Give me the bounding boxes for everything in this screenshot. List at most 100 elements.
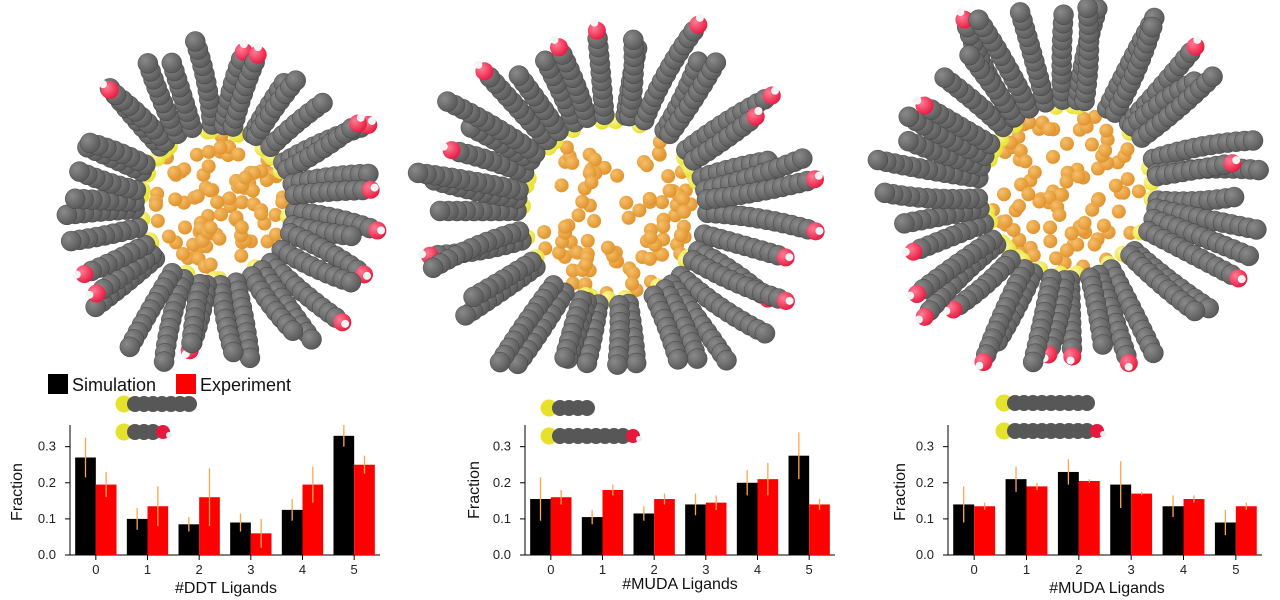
simulation-bar-1 <box>581 517 603 555</box>
x-axis-label: #DDT Ligands <box>175 580 277 597</box>
x-tick-label: 2 <box>651 562 658 577</box>
ligand-inset <box>540 399 642 445</box>
experiment-bar-4 <box>1183 499 1205 555</box>
x-tick-label: 4 <box>754 562 761 577</box>
simulation-bar-0 <box>75 457 96 555</box>
experiment-bar-1 <box>147 506 169 555</box>
x-tick-label: 4 <box>299 562 306 577</box>
carbon-atom <box>579 400 595 416</box>
experiment-bar-3 <box>1131 493 1153 555</box>
simulation-bar-5 <box>333 435 355 555</box>
y-tick-label: 0.2 <box>38 475 56 490</box>
experiment-bar-3 <box>705 502 727 555</box>
carbon-atom <box>181 396 197 412</box>
simulation-bar-1 <box>126 518 148 555</box>
x-tick-label: 3 <box>702 562 709 577</box>
x-tick-label: 5 <box>806 562 813 577</box>
ligand-inset <box>995 394 1106 440</box>
y-tick-label: 0.1 <box>493 511 511 526</box>
simulation-bar-5 <box>1214 522 1236 555</box>
y-tick-label: 0.1 <box>38 511 56 526</box>
nanoparticle-2 <box>407 13 825 375</box>
ligand-inset <box>115 395 197 441</box>
x-tick-label: 2 <box>1075 562 1082 577</box>
nanoparticle-renderings <box>56 0 1269 375</box>
simulation-bar-3 <box>1110 484 1132 555</box>
experiment-bar-1 <box>602 490 624 555</box>
hydrogen-atom <box>636 436 642 442</box>
simulation-bar-2 <box>1057 471 1079 555</box>
x-tick-label: 2 <box>196 562 203 577</box>
carbon-atom <box>615 428 631 444</box>
x-tick-label: 0 <box>971 562 978 577</box>
y-axis-label: Fraction <box>466 461 483 519</box>
x-tick-label: 3 <box>247 562 254 577</box>
x-tick-label: 0 <box>92 562 99 577</box>
simulation-bar-4 <box>1162 506 1184 555</box>
y-tick-label: 0.0 <box>38 547 56 562</box>
ligand-molecule <box>995 422 1106 440</box>
y-tick-label: 0.2 <box>916 475 934 490</box>
simulation-bar-0 <box>530 499 551 555</box>
carbon-atom <box>145 424 161 440</box>
ligand-molecule <box>115 423 172 441</box>
y-axis-label: Fraction <box>9 463 26 521</box>
y-tick-label: 0.2 <box>493 475 511 490</box>
experiment-bar-5 <box>1235 506 1257 555</box>
legend-swatch-simulation <box>48 374 68 394</box>
chart-panel-muda-2: #MUDA Ligands Fraction 0.0 0.1 0.2 0.3 0 1 2 3 4… <box>892 394 1262 597</box>
x-axis-label: #MUDA Ligands <box>622 576 738 593</box>
x-tick-label: 5 <box>351 562 358 577</box>
experiment-bar-2 <box>654 499 675 555</box>
hydrogen-atom <box>1100 431 1106 437</box>
simulation-bar-2 <box>178 524 200 555</box>
experiment-bar-0 <box>974 506 996 555</box>
x-tick-label: 1 <box>1023 562 1030 577</box>
simulation-bar-3 <box>685 504 706 555</box>
x-tick-label: 4 <box>1180 562 1187 577</box>
experiment-bar-4 <box>757 479 779 555</box>
y-tick-label: 0.0 <box>916 547 934 562</box>
y-tick-label: 0.3 <box>38 439 56 454</box>
experiment-bar-0 <box>550 497 572 555</box>
y-tick-label: 0.0 <box>493 547 511 562</box>
nanoparticle-1 <box>56 31 387 372</box>
legend: Simulation Experiment <box>48 374 291 395</box>
carbon-atom <box>1079 423 1095 439</box>
x-tick-label: 1 <box>144 562 151 577</box>
y-tick-label: 0.1 <box>916 511 934 526</box>
simulation-bar-2 <box>633 513 655 555</box>
legend-swatch-experiment <box>176 374 196 394</box>
x-tick-label: 1 <box>599 562 606 577</box>
simulation-bar-5 <box>788 455 810 555</box>
ligand-molecule <box>540 399 595 417</box>
y-tick-label: 0.3 <box>493 439 511 454</box>
x-tick-label: 0 <box>547 562 554 577</box>
experiment-bar-2 <box>1078 480 1100 555</box>
nanoparticle-3 <box>867 0 1269 373</box>
ligand-molecule <box>540 427 642 445</box>
simulation-bar-3 <box>230 522 251 555</box>
ligand-molecule <box>995 394 1095 412</box>
legend-label-simulation: Simulation <box>72 375 156 395</box>
legend-label-experiment: Experiment <box>200 375 291 395</box>
chart-panel-muda-1: #MUDA Ligands Fraction 0.0 0.1 0.2 0.3 0 1 2 3 4… <box>466 399 835 593</box>
experiment-bar-4 <box>302 484 324 555</box>
y-tick-label: 0.3 <box>916 439 934 454</box>
hydrogen-atom <box>166 432 172 438</box>
y-axis-label: Fraction <box>892 463 909 521</box>
experiment-bar-1 <box>1026 486 1048 555</box>
x-tick-label: 5 <box>1232 562 1239 577</box>
chart-panel-ddt: #DDT Ligands Fraction 0.0 0.1 0.2 0.3 0 1 2 3 4 5 <box>9 395 380 597</box>
ligand-molecule <box>115 395 197 413</box>
simulation-bar-0 <box>953 504 975 555</box>
simulation-bar-4 <box>281 509 303 555</box>
simulation-bar-1 <box>1005 479 1027 555</box>
experiment-bar-5 <box>354 464 375 555</box>
x-axis-label: #MUDA Ligands <box>1049 580 1165 597</box>
carbon-atom <box>1079 395 1095 411</box>
experiment-bar-0 <box>95 484 117 555</box>
simulation-bar-4 <box>736 482 758 555</box>
x-tick-label: 3 <box>1128 562 1135 577</box>
